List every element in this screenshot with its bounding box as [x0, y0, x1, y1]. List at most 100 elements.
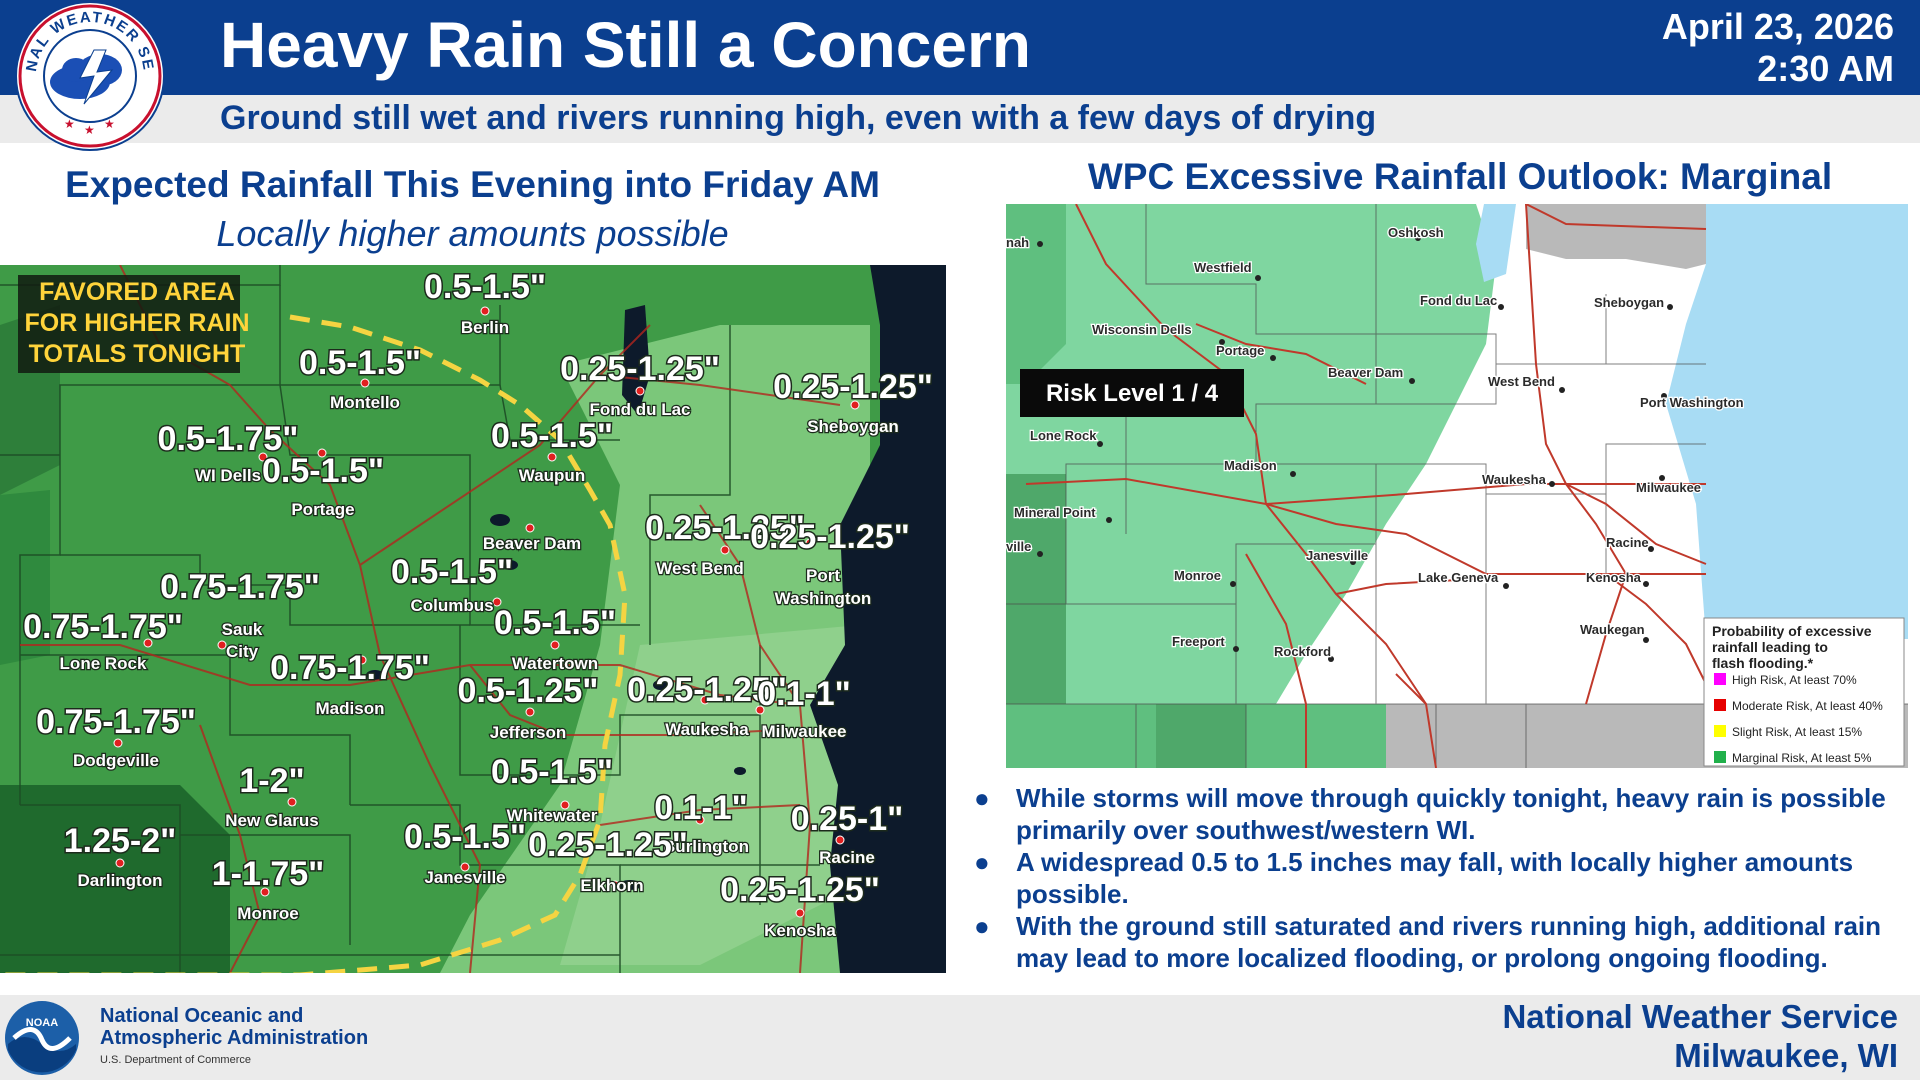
rain-amount-label: 0.75-1.75" [36, 703, 196, 741]
rain-amount-label: 0.25-1.25" [720, 871, 880, 909]
city-label: Fond du Lac [589, 400, 690, 419]
excessive-rainfall-outlook-map: Oshkosh Westfield Fond du Lac Sheboygan … [1006, 204, 1908, 768]
key-message-text: With the ground still saturated and rive… [1016, 911, 1882, 973]
rain-amount-label: 0.5-1.5" [424, 268, 546, 306]
city-label: Monroe [237, 904, 298, 923]
key-messages-list: ● While storms will move through quickly … [968, 782, 1908, 974]
city-label: Port [806, 566, 840, 585]
rainfall-heading: Expected Rainfall This Evening into Frid… [65, 164, 880, 205]
noaa-name-line1: National Oceanic and [100, 1005, 304, 1027]
city-label: Darlington [78, 871, 163, 890]
rain-amount-label: 0.5-1.5" [404, 818, 526, 856]
rain-amount-label: 0.5-1.5" [491, 417, 613, 455]
favored-area-label-3: TOTALS TONIGHT [29, 340, 246, 368]
rain-amount-label: 0.5-1.75" [158, 420, 299, 458]
favored-area-label-1: FAVORED AREA [39, 278, 235, 306]
page-subtitle: Ground still wet and rivers running high… [220, 99, 1377, 137]
ero-city-label: Rockford [1274, 644, 1331, 659]
ero-city-label: ville [1006, 539, 1031, 554]
city-label: City [226, 642, 259, 661]
legend-title-1: Probability of excessive [1712, 623, 1872, 639]
rain-amount-label: 0.25-1.25" [773, 368, 933, 406]
key-message-text: A widespread 0.5 to 1.5 inches may fall,… [1016, 847, 1854, 909]
city-label: Milwaukee [761, 722, 846, 741]
issue-time: 2:30 AM [1757, 48, 1894, 89]
city-label: Elkhorn [580, 876, 643, 895]
office-name: National Weather Service [1502, 998, 1898, 1035]
legend-item-moderate: Moderate Risk, At least 40% [1732, 699, 1883, 713]
rain-amount-label: 0.75-1.75" [270, 649, 430, 687]
noaa-department: U.S. Department of Commerce [100, 1054, 251, 1066]
ero-city-label: nah [1006, 235, 1029, 250]
ero-city-label: Milwaukee [1636, 480, 1701, 495]
rain-amount-label: 0.5-1.5" [494, 604, 616, 642]
header-bar [0, 0, 1920, 95]
rain-amount-label: 0.25-1.25" [750, 518, 910, 556]
ero-city-label: Lake Geneva [1418, 570, 1499, 585]
ero-city-label: Lone Rock [1030, 428, 1097, 443]
ero-city-label: Portage [1216, 343, 1264, 358]
svg-text:★: ★ [104, 117, 115, 131]
ero-city-label: Port Washington [1640, 395, 1744, 410]
key-message: ● With the ground still saturated and riv… [974, 911, 1882, 973]
ero-city-label: Kenosha [1586, 570, 1642, 585]
ero-city-label: Wisconsin Dells [1092, 322, 1192, 337]
svg-text:★: ★ [64, 117, 75, 131]
city-label: Sauk [222, 620, 263, 639]
city-label: Waukesha [665, 720, 749, 739]
key-message: ● A widespread 0.5 to 1.5 inches may fall… [974, 847, 1854, 909]
legend-swatch-moderate [1714, 699, 1726, 711]
city-label: Watertown [512, 654, 598, 673]
city-label: New Glarus [225, 811, 319, 830]
ero-city-label: Janesville [1306, 548, 1368, 563]
ero-city-label: Beaver Dam [1328, 365, 1403, 380]
city-label: Dodgeville [73, 751, 159, 770]
ero-city-label: West Bend [1488, 374, 1555, 389]
city-label: Beaver Dam [483, 534, 581, 553]
rain-amount-label: 0.1-1" [757, 675, 851, 713]
rain-amount-label: 0.25-1.25" [645, 509, 805, 547]
ero-city-label: Oshkosh [1388, 225, 1444, 240]
page-title: Heavy Rain Still a Concern [220, 9, 1031, 81]
svg-text:★: ★ [84, 123, 95, 137]
nws-logo: NATIONAL WEATHER SERVICE ★ ★ ★ [14, 0, 165, 151]
ero-heading: WPC Excessive Rainfall Outlook: Marginal [1087, 156, 1833, 197]
city-label: Racine [819, 848, 875, 867]
ero-city-label: Waukesha [1482, 472, 1547, 487]
city-label: Washington [775, 589, 872, 608]
city-label: Waupun [519, 466, 585, 485]
rain-amount-label: 0.25-1.25" [528, 826, 688, 864]
city-label: Madison [316, 699, 385, 718]
favored-area-label-2: FOR HIGHER RAIN [25, 309, 250, 337]
ero-city-label: Mineral Point [1014, 505, 1096, 520]
legend-title-2: rainfall leading to [1712, 639, 1828, 655]
noaa-logo-text: NOAA [26, 1017, 58, 1029]
legend-swatch-high [1714, 673, 1726, 685]
ero-city-label: Sheboygan [1594, 295, 1664, 310]
office-location: Milwaukee, WI [1674, 1037, 1898, 1074]
noaa-name-line2: Atmospheric Administration [100, 1027, 369, 1049]
risk-level-label: Risk Level 1 / 4 [1046, 380, 1219, 407]
rain-amount-label: 0.25-1.25" [560, 350, 720, 388]
city-label: WI Dells [195, 466, 261, 485]
rainfall-subheading: Locally higher amounts possible [216, 213, 729, 254]
legend-title-3: flash flooding.* [1712, 655, 1814, 671]
city-label: Jefferson [490, 723, 567, 742]
rain-amount-label: 0.5-1.5" [262, 452, 384, 490]
rain-amount-label: 0.5-1.5" [491, 753, 613, 791]
ero-city-label: Racine [1606, 535, 1649, 550]
ero-city-label: Westfield [1194, 260, 1252, 275]
rain-amount-label: 0.25-1" [791, 800, 904, 838]
city-label: Whitewater [507, 806, 598, 825]
rainfall-map: FAVORED AREA FOR HIGHER RAIN TOTALS TONI… [0, 265, 946, 973]
ero-city-label: Waukegan [1580, 622, 1645, 637]
legend-item-slight: Slight Risk, At least 15% [1732, 725, 1862, 739]
legend-item-marginal: Marginal Risk, At least 5% [1732, 751, 1872, 765]
rain-amount-label: 1-2" [239, 762, 304, 800]
legend-item-high: High Risk, At least 70% [1732, 673, 1857, 687]
key-message-text: While storms will move through quickly t… [1016, 783, 1886, 845]
city-label: Berlin [461, 318, 509, 337]
rain-amount-label: 1-1.75" [212, 855, 325, 893]
legend-swatch-marginal [1714, 751, 1726, 763]
city-label: Sheboygan [807, 417, 899, 436]
